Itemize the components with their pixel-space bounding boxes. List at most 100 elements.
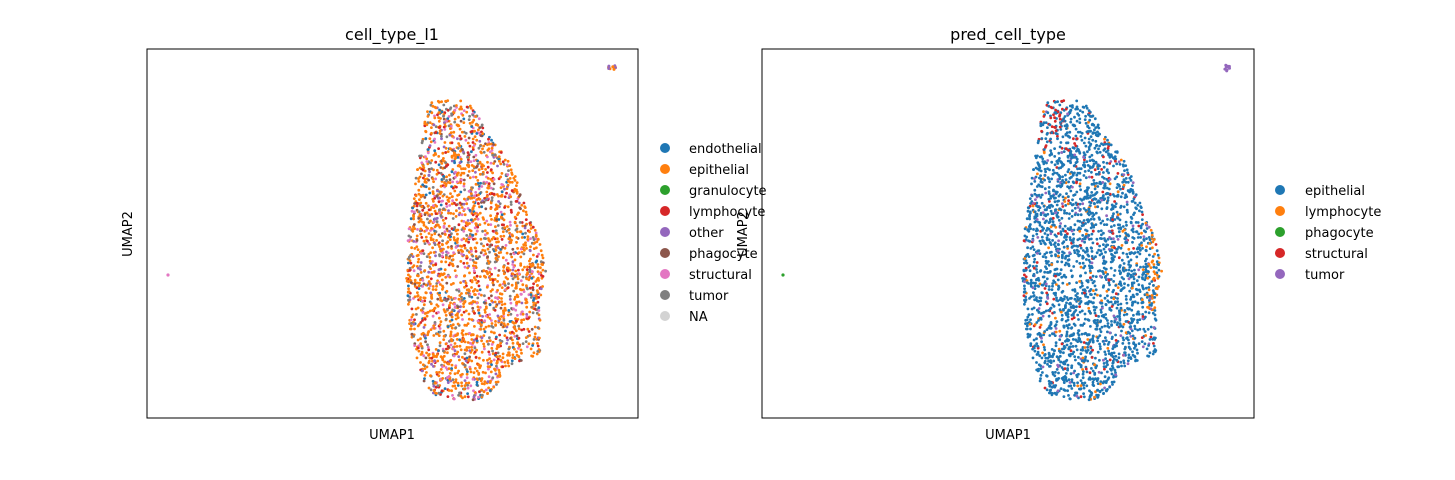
data-point [416,253,420,257]
data-point [1070,203,1074,207]
data-point [423,373,427,377]
data-point [523,265,526,269]
data-point [1087,306,1091,310]
data-point [1051,353,1055,356]
data-point [1127,263,1131,266]
data-point [1097,126,1101,130]
data-point [1053,100,1057,104]
outlier-point [612,67,616,71]
data-point [1131,184,1134,188]
data-point [425,365,429,369]
data-point [1079,208,1082,211]
data-point [1047,263,1051,267]
data-point [1069,302,1072,306]
data-point [1144,286,1148,290]
legend-marker [660,290,670,300]
data-point [445,347,448,351]
data-point [1042,162,1046,166]
data-point [1083,346,1087,349]
data-point [463,379,467,382]
data-point [486,247,490,251]
data-point [446,297,450,301]
data-point [500,193,504,197]
data-point [458,338,462,342]
data-point [1078,280,1081,283]
data-point [1073,289,1077,293]
data-point [456,384,460,387]
data-point [427,354,430,357]
data-point [490,363,493,367]
data-point [1133,327,1137,331]
data-point [440,389,444,393]
data-point [471,207,475,211]
data-point [1114,292,1118,296]
legend-label: endothelial [689,142,762,157]
data-point [1101,270,1105,274]
data-point [1119,306,1123,310]
data-point [1053,147,1056,151]
data-point [439,235,442,238]
data-point [482,150,486,154]
data-point [1083,136,1087,140]
data-point [1078,305,1081,308]
data-point [1051,392,1054,395]
data-point [425,211,429,215]
data-point [1099,301,1103,305]
data-point [503,187,506,191]
data-point [532,282,535,286]
data-point [502,265,506,268]
data-point [1103,223,1106,227]
data-point [428,170,431,174]
data-point [1115,359,1119,362]
data-point [483,310,487,314]
data-point [1112,351,1116,355]
data-point [431,288,435,291]
data-point [1048,204,1051,208]
data-point [452,111,456,115]
data-point [1098,144,1101,148]
data-point [513,335,517,338]
data-point [442,298,446,302]
data-point [471,213,475,217]
data-point [430,126,433,129]
data-point [529,245,532,249]
data-point [424,356,428,360]
data-point [479,134,483,138]
data-point [1108,178,1112,181]
data-point [485,340,489,343]
data-point [497,177,501,181]
data-point [456,146,460,150]
data-point [1094,356,1097,360]
data-point [1048,391,1051,395]
data-point [517,300,521,304]
data-point [409,281,413,284]
data-point [503,246,507,250]
data-point [1037,319,1040,322]
data-point [1081,202,1085,206]
data-point [1100,233,1103,237]
data-point [1057,251,1061,255]
data-point [1027,206,1030,210]
data-point [1029,282,1033,286]
data-point [1065,283,1069,286]
data-point [423,269,427,272]
data-point [1094,172,1098,176]
data-point [458,391,461,395]
data-point [486,143,489,147]
data-point [426,162,430,166]
data-point [1083,158,1086,162]
data-point [1026,315,1030,319]
data-point [1085,192,1089,196]
data-point [1058,308,1062,311]
data-point [1079,395,1083,399]
data-point [452,104,456,108]
data-point [523,224,527,228]
data-point [520,221,524,224]
data-point [1118,212,1122,216]
data-point [1075,173,1079,177]
data-point [461,333,465,337]
data-point [478,126,482,129]
data-point [442,114,445,118]
data-point [437,163,441,167]
data-point [491,281,495,285]
